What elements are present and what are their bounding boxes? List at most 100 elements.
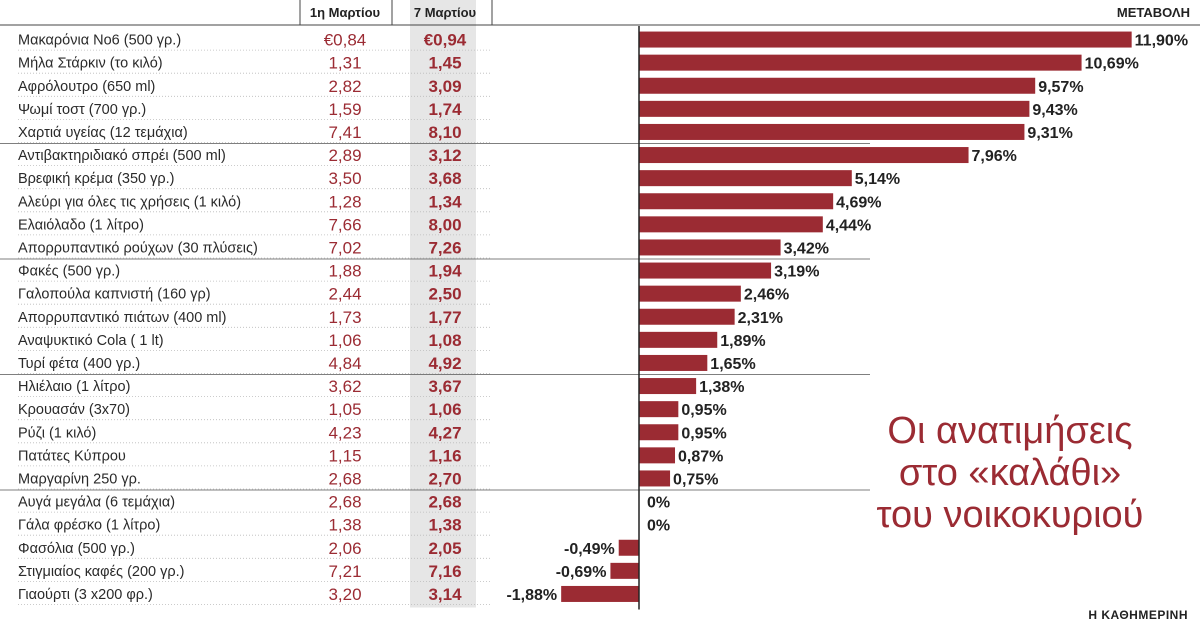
date2-column-band [410,0,476,608]
product-name: Χαρτιά υγείας (12 τεμάχια) [18,125,188,141]
price-date2: 1,74 [428,100,462,119]
title-line-2: στο «καλάθι» [898,452,1122,494]
price-date1: 1,88 [328,262,361,281]
change-label: 0,75% [673,471,718,488]
change-label: -0,49% [564,541,615,558]
change-label: 7,96% [972,148,1017,165]
change-label: 9,43% [1032,102,1077,119]
change-bar [618,539,639,556]
product-name: Στιγμιαίος καφές (200 γρ.) [18,564,184,580]
change-label: 1,89% [720,333,765,350]
change-bar [639,401,679,418]
change-bar [639,31,1132,48]
change-label: -0,69% [556,564,607,581]
product-name: Μακαρόνια Νο6 (500 γρ.) [18,33,181,49]
change-bar [639,100,1030,117]
price-date1: 1,59 [328,100,361,119]
change-bar [610,562,639,579]
price-date2: 1,34 [428,192,462,211]
price-date2: 7,16 [428,562,461,581]
product-name: Μήλα Στάρκιν (το κιλό) [18,56,163,72]
price-date1: 2,68 [328,469,361,488]
price-date2: 3,14 [428,585,462,604]
change-label: 2,31% [738,310,783,327]
price-date1: 4,84 [328,354,361,373]
price-date1: 1,31 [328,54,361,73]
product-name: Γαλοπούλα καπνιστή (160 γρ) [18,287,211,303]
price-date1: 1,06 [328,331,361,350]
product-name: Απορρυπαντικό ρούχων (30 πλύσεις) [18,240,258,256]
change-bar [639,54,1082,71]
product-name: Φασόλια (500 γρ.) [18,541,135,557]
change-bar [639,239,781,256]
price-date2: 1,16 [428,446,461,465]
price-date2: 1,06 [428,400,461,419]
product-name: Γιαούρτι (3 x200 φρ.) [18,587,153,603]
product-name: Αναψυκτικό Cola ( 1 lt) [18,333,164,349]
product-name: Ελαιόλαδο (1 λίτρο) [18,217,144,233]
change-label: 1,65% [710,356,755,373]
change-label: 1,38% [699,379,744,396]
change-label: 0% [647,495,670,512]
product-name: Φακές (500 γρ.) [18,264,120,280]
title-line-1: Οι ανατιμήσεις [887,410,1133,452]
price-date1: 2,89 [328,146,361,165]
change-label: 11,90% [1135,33,1188,50]
change-bar [639,331,718,348]
header-date2: 7 Μαρτίου [414,5,477,20]
change-label: 3,19% [774,264,819,281]
change-label: 10,69% [1085,56,1139,73]
price-date1: 1,73 [328,308,361,327]
price-date1: €0,84 [324,31,367,50]
change-bar [639,308,735,325]
change-label: 3,42% [784,240,829,257]
price-date2: 3,68 [428,169,461,188]
title-line-3: του νοικοκυριού [876,494,1144,536]
price-date2: 1,45 [428,54,461,73]
price-date2: 2,70 [428,469,461,488]
price-date1: 3,20 [328,585,361,604]
price-date2: 2,68 [428,493,461,512]
price-date1: 7,21 [328,562,361,581]
price-date2: 8,10 [428,123,461,142]
price-date2: 1,94 [428,262,462,281]
price-date1: 4,23 [328,423,361,442]
change-bar [639,285,741,302]
price-date2: 3,67 [428,377,461,396]
price-date2: €0,94 [424,31,467,50]
price-date2: 3,09 [428,77,461,96]
price-date1: 1,28 [328,192,361,211]
change-label: 0,87% [678,448,723,465]
product-name: Αλεύρι για όλες τις χρήσεις (1 κιλό) [18,194,241,210]
price-date1: 2,44 [328,285,361,304]
change-bar [639,170,852,187]
product-name: Απορρυπαντικό πιάτων (400 ml) [18,310,226,326]
price-date2: 2,50 [428,285,461,304]
change-bar [639,378,697,395]
change-label: 9,31% [1027,125,1072,142]
change-label: 5,14% [855,171,900,188]
price-date2: 3,12 [428,146,461,165]
header-change: ΜΕΤΑΒΟΛΗ [1117,5,1190,20]
change-bar [639,470,671,487]
change-bar [639,447,676,464]
price-date1: 7,02 [328,238,361,257]
product-name: Πατάτες Κύπρου [18,448,126,464]
change-label: 2,46% [744,287,789,304]
product-name: Βρεφική κρέμα (350 γρ.) [18,171,174,187]
change-label: 0,95% [681,425,726,442]
change-bar [639,354,708,371]
price-date2: 1,38 [428,516,461,535]
product-name: Τυρί φέτα (400 γρ.) [18,356,140,372]
product-name: Ρύζι (1 κιλό) [18,425,96,441]
change-bar [639,123,1025,140]
change-label: 4,44% [826,217,871,234]
change-bar [561,585,639,602]
change-label: 9,57% [1038,79,1083,96]
change-bar [639,262,772,279]
price-date1: 3,62 [328,377,361,396]
source-credit: Η ΚΑΘΗΜΕΡΙΝΗ [1088,608,1188,622]
change-label: 0,95% [681,402,726,419]
